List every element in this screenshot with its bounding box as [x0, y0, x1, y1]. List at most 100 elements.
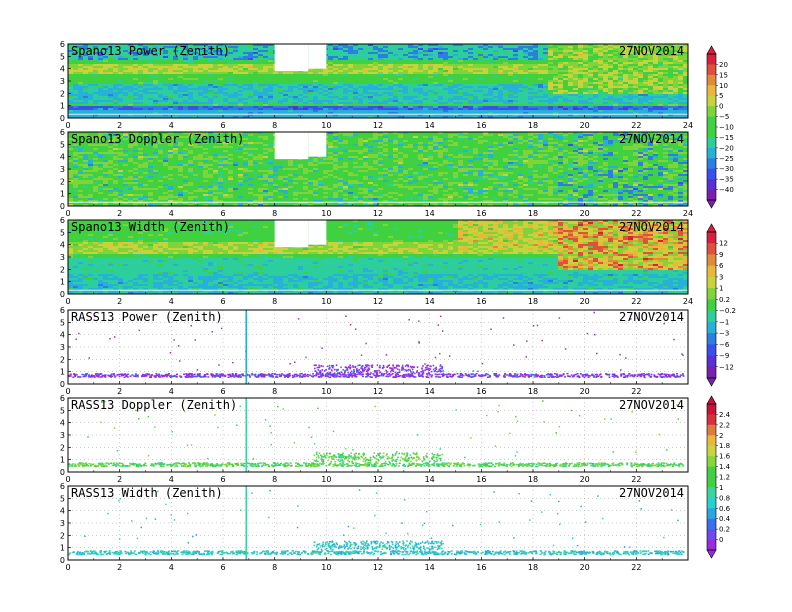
heatmap-cell — [308, 86, 314, 89]
heatmap-cell — [668, 96, 674, 99]
heatmap-cell — [248, 92, 254, 95]
heatmap-cell — [478, 74, 484, 77]
heatmap-cell — [68, 72, 74, 75]
heatmap-cell — [68, 142, 74, 145]
heatmap-cell — [438, 98, 444, 101]
heatmap-cell — [448, 114, 454, 117]
heatmap-cell — [618, 48, 624, 51]
heatmap-cell — [558, 76, 564, 79]
heatmap-cell — [418, 66, 424, 69]
heatmap-cell — [403, 94, 409, 97]
heatmap-cell — [183, 114, 189, 117]
heatmap-cell — [268, 94, 274, 97]
heatmap-cell — [98, 114, 104, 117]
heatmap-cell — [418, 68, 424, 71]
heatmap-cell — [453, 88, 459, 91]
heatmap-cell — [628, 48, 634, 51]
heatmap-cell — [683, 74, 689, 77]
heatmap-cell — [358, 48, 364, 51]
heatmap-cell — [318, 94, 324, 97]
heatmap-cell — [268, 72, 274, 75]
heatmap-cell — [533, 54, 539, 57]
heatmap-cell — [493, 52, 499, 55]
heatmap-cell — [153, 72, 159, 75]
heatmap-cell — [313, 112, 319, 115]
heatmap-cell — [558, 100, 564, 103]
heatmap-cell — [368, 88, 374, 91]
heatmap-cell — [83, 158, 89, 161]
heatmap-cell — [108, 184, 114, 187]
y-tick-label: 4 — [60, 65, 65, 74]
heatmap-cell — [493, 58, 499, 61]
heatmap-cell — [253, 46, 259, 49]
heatmap-cell — [258, 98, 264, 101]
heatmap-cell — [508, 92, 514, 95]
heatmap-cell — [648, 62, 654, 65]
heatmap-cell — [363, 104, 369, 107]
heatmap-cell — [98, 66, 104, 69]
heatmap-cell — [498, 100, 504, 103]
heatmap-cell — [188, 90, 194, 93]
heatmap-cell — [518, 100, 524, 103]
heatmap-cell — [613, 108, 619, 111]
heatmap-cell — [583, 82, 589, 85]
heatmap-cell — [658, 44, 664, 47]
heatmap-cell — [383, 74, 389, 77]
heatmap-cell — [383, 70, 389, 73]
heatmap-cell — [498, 62, 504, 65]
heatmap-cell — [623, 82, 629, 85]
heatmap-cell — [293, 80, 299, 83]
heatmap-cell — [448, 76, 454, 79]
heatmap-cell — [303, 90, 309, 93]
heatmap-cell — [183, 46, 189, 49]
heatmap-cell — [573, 66, 579, 69]
heatmap-cell — [493, 82, 499, 85]
heatmap-cell — [263, 88, 269, 91]
heatmap-cell — [468, 60, 474, 63]
heatmap-cell — [583, 92, 589, 95]
heatmap-cell — [678, 110, 684, 113]
heatmap-cell — [563, 88, 569, 91]
heatmap-cell — [163, 84, 169, 87]
heatmap-cell — [503, 114, 509, 117]
heatmap-cell — [98, 94, 104, 97]
heatmap-cell — [168, 112, 174, 115]
heatmap-cell — [423, 70, 429, 73]
heatmap-cell — [83, 116, 89, 119]
heatmap-cell — [103, 202, 109, 205]
heatmap-cell — [258, 68, 264, 71]
heatmap-cell — [338, 90, 344, 93]
heatmap-cell — [128, 72, 134, 75]
heatmap-cell — [638, 88, 644, 91]
heatmap-cell — [428, 112, 434, 115]
heatmap-cell — [488, 64, 494, 67]
heatmap-cell — [288, 96, 294, 99]
heatmap-cell — [368, 76, 374, 79]
heatmap-cell — [68, 64, 74, 67]
heatmap-cell — [428, 48, 434, 51]
heatmap-cell — [458, 68, 464, 71]
heatmap-cell — [628, 110, 634, 113]
heatmap-cell — [543, 100, 549, 103]
heatmap-cell — [433, 58, 439, 61]
heatmap-cell — [238, 88, 244, 91]
heatmap-cell — [433, 116, 439, 119]
heatmap-cell — [348, 110, 354, 113]
heatmap-cell — [268, 76, 274, 79]
heatmap-cell — [503, 106, 509, 109]
heatmap-cell — [478, 60, 484, 63]
heatmap-cell — [78, 156, 84, 159]
heatmap-cell — [323, 114, 329, 117]
heatmap-cell — [653, 80, 659, 83]
heatmap-cell — [228, 78, 234, 81]
heatmap-cell — [338, 88, 344, 91]
heatmap-cell — [378, 88, 384, 91]
heatmap-cell — [228, 44, 234, 47]
heatmap-cell — [103, 142, 109, 145]
heatmap-cell — [418, 48, 424, 51]
x-tick-label: 12 — [373, 121, 383, 130]
heatmap-cell — [118, 72, 124, 75]
heatmap-cell — [673, 48, 679, 51]
heatmap-cell — [193, 58, 199, 61]
heatmap-cell — [318, 72, 324, 75]
